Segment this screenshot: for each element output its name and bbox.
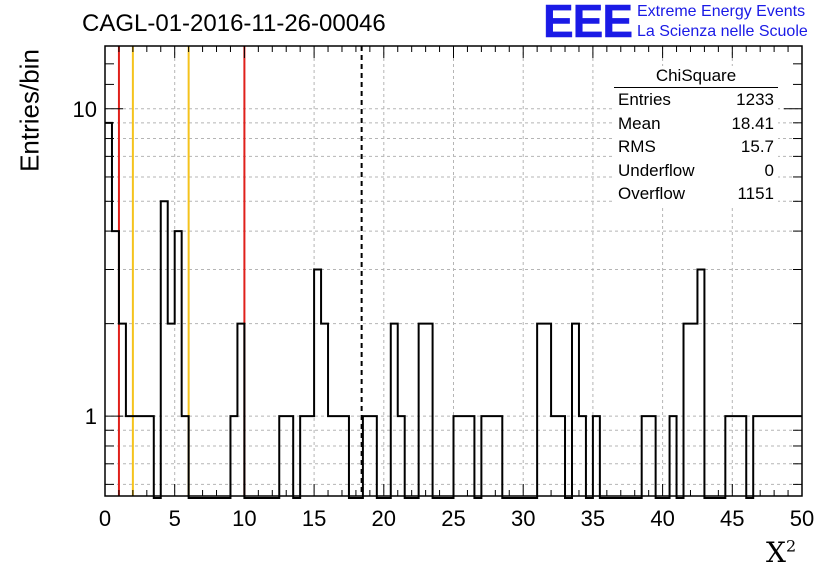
y-axis-label: Entries/bin [14, 49, 45, 172]
stats-title: ChiSquare [614, 66, 778, 88]
histogram-title: CAGL-01-2016-11-26-00046 [82, 10, 386, 37]
stats-label: Mean [618, 113, 661, 133]
x-tick-label: 35 [581, 506, 605, 531]
x-tick-label: 10 [232, 506, 256, 531]
eee-logo: EEE Extreme Energy Events La Scienza nel… [543, 0, 833, 47]
stats-value: 18.41 [731, 113, 774, 133]
stats-row-entries: Entries 1233 [614, 88, 778, 112]
logo-line-2: La Scienza nelle Scuole [637, 23, 808, 40]
x-axis-label-superscript: 2 [785, 536, 797, 556]
stats-label: RMS [618, 137, 656, 156]
stats-value: 0 [764, 160, 774, 180]
y-tick-label: 10 [73, 97, 97, 122]
y-tick-label: 1 [85, 404, 97, 429]
stats-box: ChiSquare Entries 1233 Mean 18.41 RMS 15.7 Und… [614, 66, 778, 206]
x-tick-label: 45 [720, 506, 744, 531]
stats-label: Overflow [618, 184, 686, 203]
x-tick-label: 30 [511, 506, 535, 531]
stats-label: Entries [618, 90, 671, 109]
x-tick-label: 25 [441, 506, 465, 531]
stats-row-underflow: Underflow 0 [614, 159, 778, 183]
stats-row-rms: RMS 15.7 [614, 135, 778, 159]
x-tick-label: 20 [372, 506, 396, 531]
stats-value: 1233 [736, 90, 774, 109]
stats-row-overflow: Overflow 1151 [614, 182, 778, 206]
x-tick-label: 5 [169, 506, 181, 531]
histogram-outline [105, 121, 802, 499]
x-axis-label: X2 [766, 536, 796, 569]
stats-rows: Entries 1233 Mean 18.41 RMS 15.7 Underflow 0 Ove… [614, 88, 778, 206]
logo-line-1: Extreme Energy Events [637, 3, 806, 20]
x-tick-label: 15 [302, 506, 326, 531]
stats-value: 15.7 [740, 137, 774, 156]
stats-row-mean: Mean 18.41 [614, 112, 778, 136]
x-tick-label: 50 [790, 506, 814, 531]
x-tick-label: 40 [650, 506, 674, 531]
x-axis-label-base: X [766, 536, 786, 569]
stats-value: 1151 [737, 184, 774, 203]
eee-logo-mark: EEE [543, 0, 634, 47]
stats-label: Underflow [618, 160, 695, 180]
x-tick-label: 0 [99, 506, 111, 531]
